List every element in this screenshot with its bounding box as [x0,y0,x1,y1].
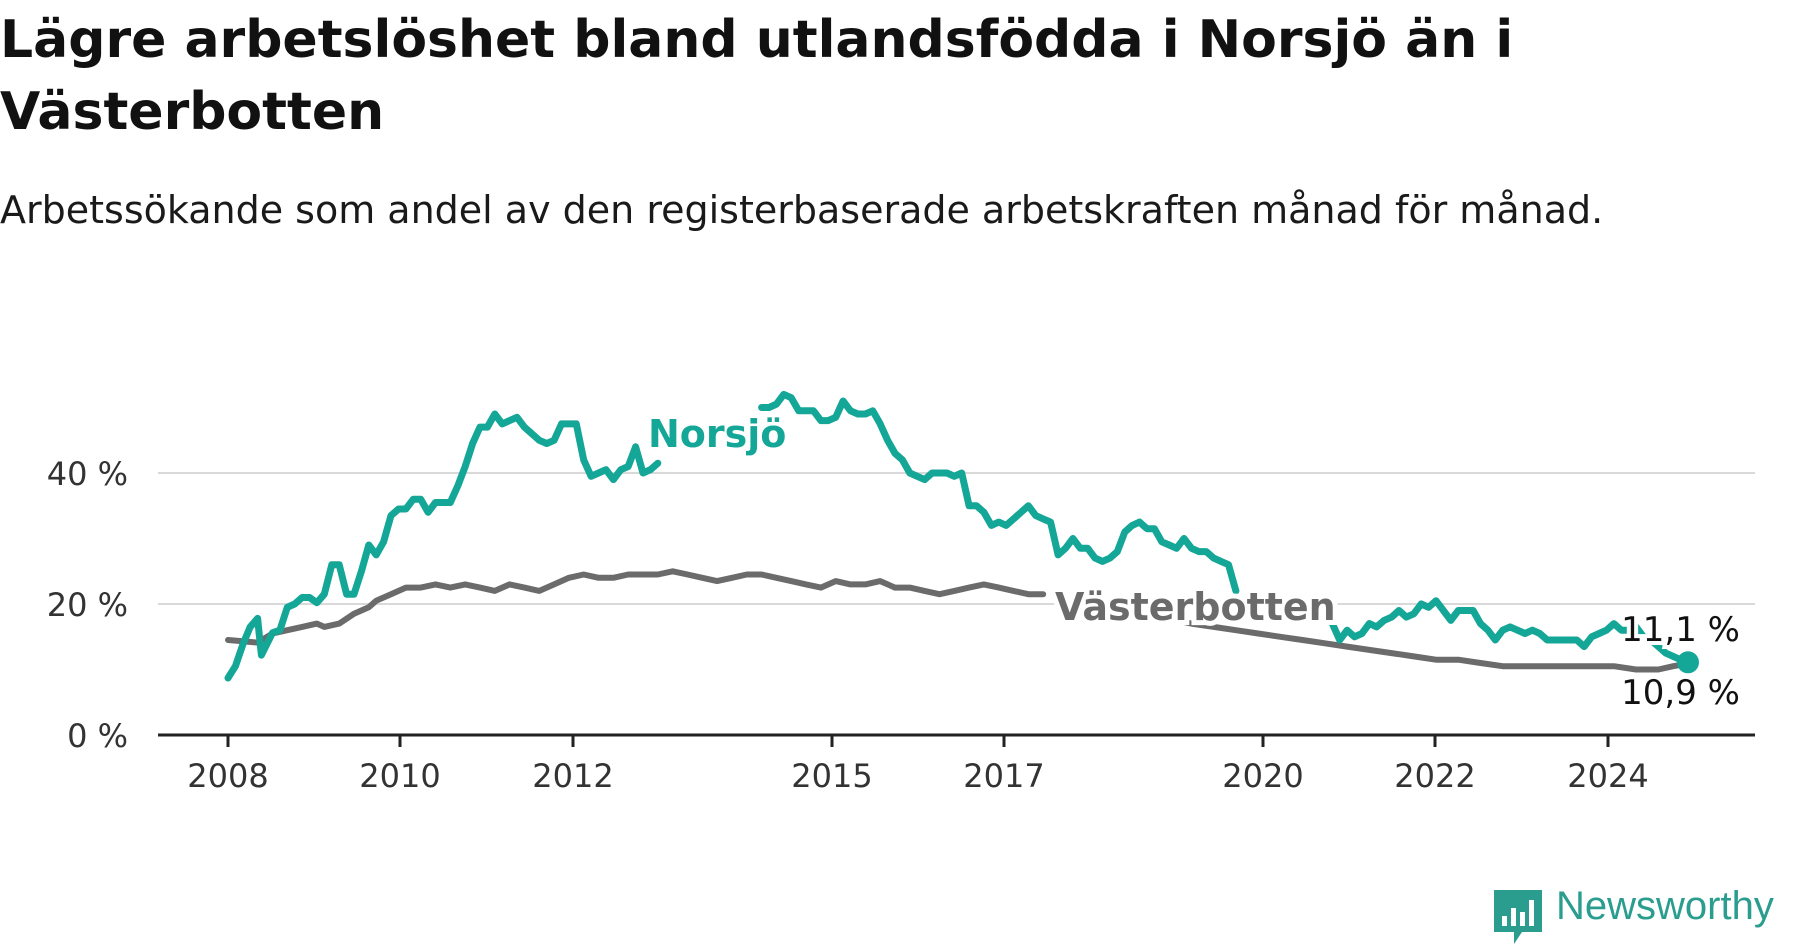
y-tick-label: 20 % [47,586,128,624]
series-layer [224,390,1699,682]
x-tick-label: 2015 [791,757,872,795]
series-line-vasterbotten [225,568,1047,646]
series-label-norsjo: Norsjö [648,412,786,456]
series-line-norsjo [224,410,662,682]
series-line-norsjo [1321,597,1692,666]
y-tick-label: 40 % [47,455,128,493]
x-tick-label: 2020 [1222,757,1303,795]
newsworthy-logo-icon [1494,890,1542,944]
x-tick-label: 2012 [532,757,613,795]
series-label-vasterbotten: Västerbotten [1055,585,1336,629]
chart-title: Lägre arbetslöshet bland utlandsfödda i … [0,10,1514,142]
grid-layer [158,472,1755,605]
x-tick-label: 2017 [963,757,1044,795]
end-value-norsjo: 11,1 % [1621,610,1740,650]
newsworthy-logo [1490,886,1790,948]
end-point-norsjo [1677,651,1699,674]
chart-subtitle: Arbetssökande som andel av den registerb… [0,188,1604,232]
y-tick-label: 0 % [67,717,128,755]
brand-name: Newsworthy [1556,884,1774,928]
end-value-vasterbotten: 10,9 % [1621,673,1740,713]
series-line-vasterbotten [1151,610,1691,673]
x-tick-label: 2010 [359,757,440,795]
x-tick-label: 2008 [187,757,268,795]
x-tick-label: 2022 [1394,757,1475,795]
x-tick-label: 2024 [1567,757,1648,795]
axis-layer: 0 % 20 % 40 % 2008 2010 2012 2015 2017 2020 2022 2… [47,455,1755,795]
label-layer: Norsjö Västerbotten 11,1 % 10,9 % [643,407,1744,717]
series-line-norsjo [758,390,1240,595]
